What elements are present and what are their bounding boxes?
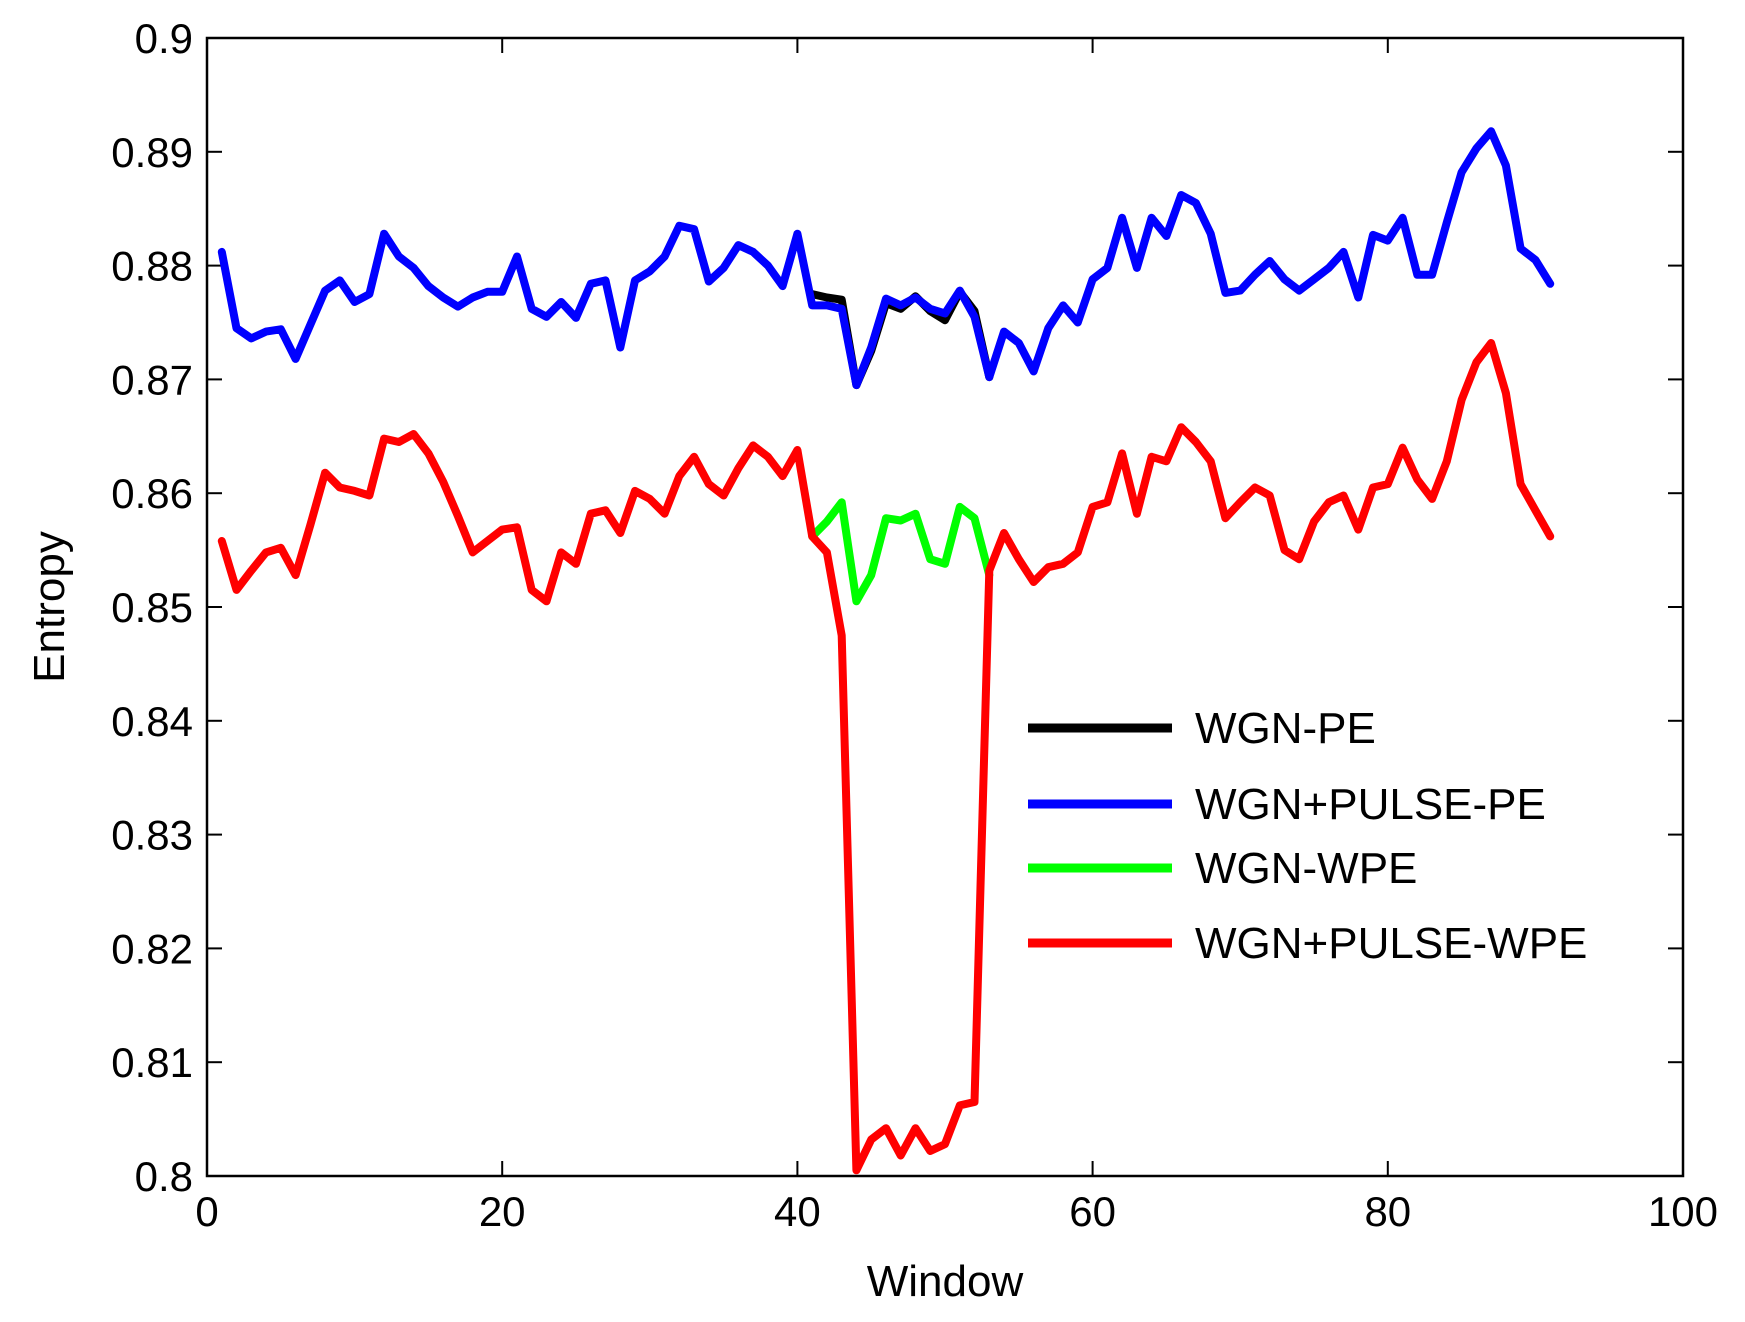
legend-label: WGN-WPE — [1195, 844, 1417, 893]
series-line-wgn-wpe — [808, 498, 994, 606]
y-tick-label: 0.87 — [111, 356, 193, 403]
y-tick-label: 0.89 — [111, 129, 193, 176]
x-axis-title: Window — [867, 1257, 1024, 1306]
legend-label: WGN-PE — [1195, 704, 1376, 753]
y-tick-label: 0.83 — [111, 812, 193, 859]
y-axis-title: Entropy — [25, 531, 74, 683]
series-line-wgn-pulse-pe — [217, 127, 1555, 390]
y-tick-label: 0.84 — [111, 698, 193, 745]
y-tick-label: 0.8 — [135, 1153, 193, 1200]
y-tick-label: 0.82 — [111, 925, 193, 972]
x-tick-label: 20 — [479, 1188, 526, 1235]
series-layer — [217, 127, 1555, 1175]
legend-label: WGN+PULSE-WPE — [1195, 919, 1587, 968]
legend: WGN-PE WGN+PULSE-PE WGN-WPE WGN+PULSE-WPE — [1028, 704, 1587, 968]
plot-area — [205, 36, 1685, 1178]
series-line-wgn-pulse-wpe — [217, 339, 1555, 1175]
x-tick-label: 40 — [774, 1188, 821, 1235]
y-tick-label: 0.85 — [111, 584, 193, 631]
y-tick-label: 0.9 — [135, 15, 193, 62]
legend-label: WGN+PULSE-PE — [1195, 780, 1546, 829]
x-tick-label: 80 — [1364, 1188, 1411, 1235]
y-tick-label: 0.81 — [111, 1039, 193, 1086]
x-tick-label: 60 — [1069, 1188, 1116, 1235]
x-tick-label: 0 — [195, 1188, 218, 1235]
x-tick-label: 100 — [1648, 1188, 1718, 1235]
axis-ticks: 0 20 40 60 80 100 0.8 0.81 0.82 0.83 0.84 0.85 0.86 0… — [111, 15, 1718, 1235]
y-tick-label: 0.88 — [111, 243, 193, 290]
y-tick-label: 0.86 — [111, 470, 193, 517]
